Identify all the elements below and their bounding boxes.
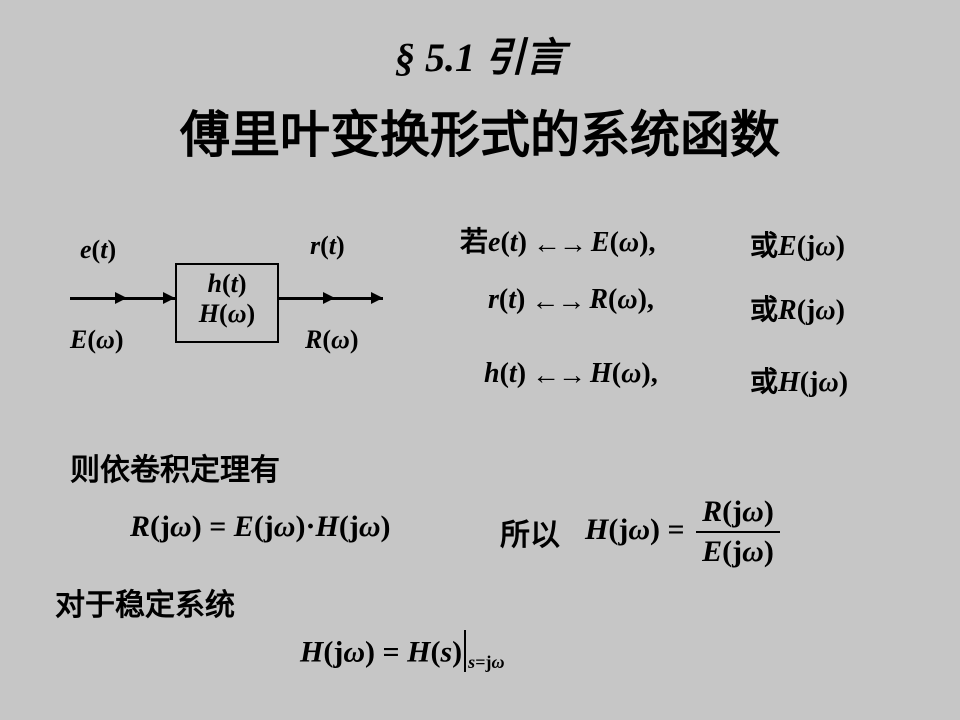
label-r-t: r(t)	[310, 231, 345, 261]
box-h-t: h(t)	[177, 269, 277, 299]
box-H-w: H(ω)	[177, 299, 277, 329]
label-R-w: R(ω)	[305, 325, 359, 355]
pair-e: 若e(t)←→E(ω),	[460, 220, 655, 261]
pair-h: h(t)←→H(ω),	[484, 358, 658, 392]
or-e: 或E(jω)	[750, 224, 845, 264]
section-title: § 5.1 引言	[0, 25, 960, 83]
text-so: 所以	[500, 510, 560, 554]
eq-stable: H(jω) = H(s)s=jω	[300, 630, 504, 673]
slide: § 5.1 引言 傅里叶变换形式的系统函数 h(t) H(ω) e(t) E(ω…	[0, 0, 960, 720]
eq-transfer: H(jω) = R(jω) E(jω)	[585, 495, 784, 569]
text-convolution: 则依卷积定理有	[70, 445, 280, 489]
text-stable: 对于稳定系统	[55, 580, 235, 624]
system-box: h(t) H(ω)	[175, 263, 279, 343]
or-r: 或R(jω)	[750, 288, 845, 328]
label-e-t: e(t)	[80, 235, 116, 265]
pair-r: r(t)←→R(ω),	[488, 284, 654, 318]
main-title: 傅里叶变换形式的系统函数	[0, 95, 960, 167]
system-diagram: h(t) H(ω) e(t) E(ω) r(t) R(ω)	[60, 235, 390, 415]
label-E-w: E(ω)	[70, 325, 124, 355]
or-h: 或H(jω)	[750, 360, 848, 400]
eq-convolution: R(jω) = E(jω)·H(jω)	[130, 510, 391, 544]
